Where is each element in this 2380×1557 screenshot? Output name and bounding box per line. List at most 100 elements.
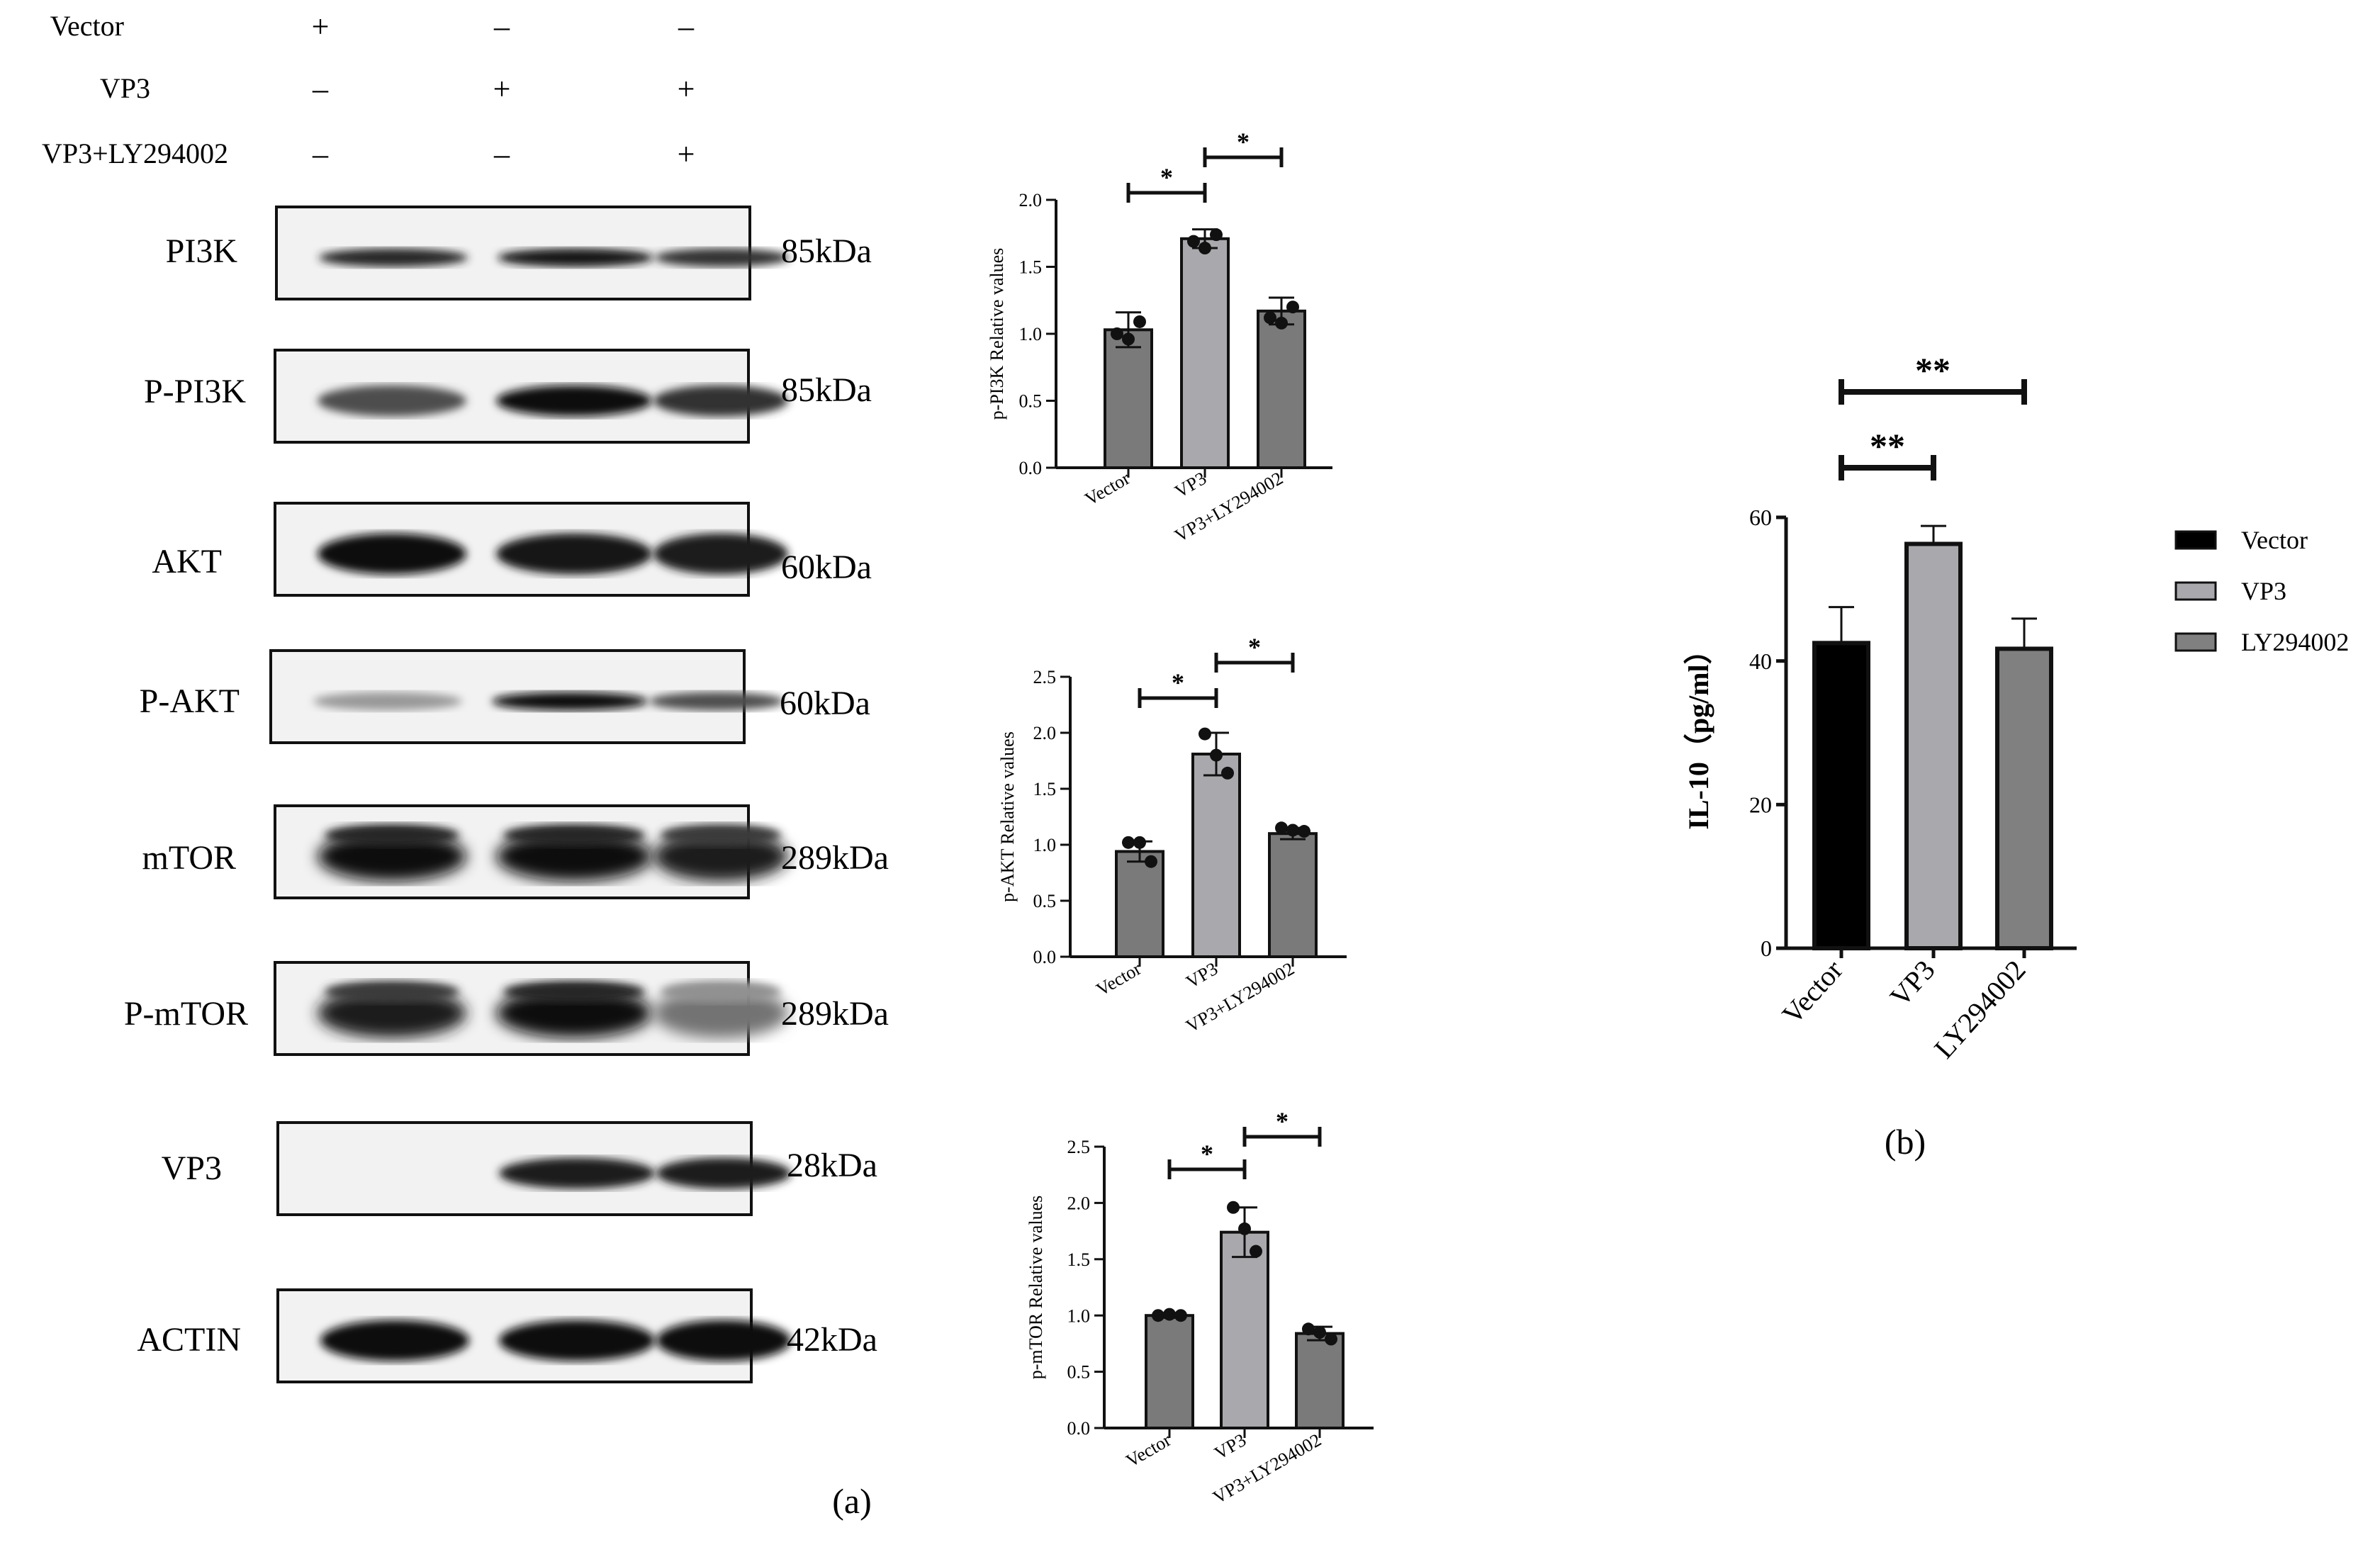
blot-band bbox=[661, 824, 781, 847]
y-tick-label: 1.5 bbox=[1067, 1249, 1091, 1270]
blot-band bbox=[649, 692, 784, 711]
y-axis-label: p-mTOR Relative values bbox=[1026, 1196, 1046, 1379]
data-point bbox=[1145, 855, 1157, 868]
blot-band bbox=[499, 1320, 655, 1361]
blot-bands bbox=[319, 248, 790, 267]
significance-label: * bbox=[1201, 1140, 1213, 1168]
data-point bbox=[1275, 821, 1288, 835]
y-tick-label: 1.5 bbox=[1033, 779, 1057, 799]
bar bbox=[1257, 309, 1306, 469]
blot-band bbox=[655, 248, 790, 267]
legend-swatch bbox=[2174, 530, 2217, 550]
blot-band bbox=[325, 980, 459, 1004]
treatment-sign: – bbox=[312, 137, 329, 172]
y-tick-label: 0.0 bbox=[1067, 1418, 1091, 1439]
blot-band bbox=[492, 692, 648, 711]
data-point bbox=[1286, 300, 1299, 314]
blot-bands bbox=[499, 1157, 791, 1189]
bar bbox=[1220, 1230, 1269, 1429]
y-tick-label: 0.0 bbox=[1019, 458, 1043, 478]
blot-label: PI3K bbox=[166, 232, 238, 270]
blot-bands bbox=[320, 1320, 791, 1361]
bar bbox=[1295, 1332, 1345, 1430]
data-point bbox=[1133, 836, 1146, 849]
data-point bbox=[1286, 824, 1299, 837]
significance-label: ** bbox=[1870, 426, 1905, 466]
blot-band bbox=[496, 533, 652, 575]
data-point bbox=[1302, 1322, 1315, 1336]
blot-row: VP3 28kDa bbox=[162, 1121, 877, 1216]
data-point bbox=[1187, 235, 1200, 248]
chart-p-mtor: 0.0 0.5 1.0 1.5 2.0 2.5 p-mTOR Relative values… bbox=[1026, 1107, 1374, 1508]
y-axis-label: p-PI3K Relative values bbox=[987, 248, 1007, 420]
blot-band bbox=[318, 385, 466, 417]
category-label: LY294002 bbox=[1928, 954, 2032, 1064]
treatment-sign: + bbox=[493, 72, 511, 106]
blot-label: P-mTOR bbox=[124, 995, 248, 1033]
treatment-sign: – bbox=[493, 9, 510, 44]
blot-kda: 28kDa bbox=[787, 1147, 877, 1184]
y-tick-label: 1.0 bbox=[1067, 1305, 1091, 1326]
chart-p-pi3k: 0.0 0.5 1.0 1.5 2.0 p-PI3K Relative values Vec… bbox=[987, 128, 1332, 546]
blot-band bbox=[653, 533, 788, 575]
blot-band bbox=[503, 824, 645, 847]
y-tick-label: 0.5 bbox=[1067, 1362, 1091, 1383]
blot-band bbox=[503, 980, 645, 1004]
bar bbox=[1115, 850, 1164, 958]
blot-band bbox=[496, 385, 652, 417]
data-point bbox=[1111, 327, 1123, 340]
y-tick-label: 0.0 bbox=[1033, 947, 1057, 967]
blot-row: PI3K 85kDa bbox=[166, 206, 872, 300]
treatment-label: VP3 bbox=[100, 72, 150, 104]
category-label: VP3 bbox=[1884, 954, 1941, 1013]
bar bbox=[1268, 832, 1318, 958]
significance-label: * bbox=[1248, 633, 1261, 661]
blot-row: P-mTOR 289kDa bbox=[124, 961, 889, 1056]
y-tick-label: 40 bbox=[1749, 648, 1772, 674]
y-tick-label: 2.5 bbox=[1033, 667, 1057, 687]
blot-row: mTOR 289kDa bbox=[142, 804, 889, 899]
western-blot-panel: PI3K 85kDa P-PI3K 85kDa AKT 60kDa P-AKT … bbox=[124, 206, 889, 1383]
data-point bbox=[1133, 315, 1146, 328]
data-point bbox=[1199, 242, 1211, 255]
data-point bbox=[1313, 1326, 1326, 1339]
bar bbox=[1145, 1314, 1194, 1429]
bar bbox=[1104, 328, 1153, 469]
legend-swatch bbox=[2174, 632, 2217, 652]
data-point bbox=[1210, 748, 1223, 762]
category-label: Vector bbox=[1082, 468, 1134, 510]
y-tick-label: 1.0 bbox=[1019, 324, 1043, 344]
blot-bands bbox=[318, 533, 788, 575]
legend-label: VP3 bbox=[2241, 577, 2286, 605]
bar bbox=[1180, 237, 1230, 469]
blot-bands bbox=[318, 385, 788, 417]
panel-label-a: (a) bbox=[832, 1481, 872, 1521]
treatment-sign: + bbox=[312, 9, 330, 44]
blot-band bbox=[325, 824, 459, 847]
bar bbox=[1812, 641, 1870, 950]
blot-band bbox=[656, 1320, 791, 1361]
treatment-header: Vector VP3 VP3+LY294002 + – – – + + – – … bbox=[42, 9, 695, 172]
blot-row: AKT 60kDa bbox=[152, 502, 872, 597]
significance-label: ** bbox=[1915, 350, 1950, 390]
blot-label: mTOR bbox=[142, 839, 236, 877]
y-tick-label: 0.5 bbox=[1033, 891, 1057, 911]
legend-label: LY294002 bbox=[2241, 628, 2349, 656]
blot-bands bbox=[318, 980, 788, 1038]
significance-label: * bbox=[1276, 1107, 1289, 1135]
treatment-sign: – bbox=[312, 72, 329, 106]
data-point bbox=[1227, 1201, 1240, 1214]
blot-label: ACTIN bbox=[137, 1321, 241, 1359]
y-tick-label: 20 bbox=[1749, 792, 1772, 818]
data-point bbox=[1221, 766, 1234, 780]
data-point bbox=[1264, 311, 1276, 325]
bar bbox=[1191, 753, 1241, 959]
blot-kda: 85kDa bbox=[781, 232, 872, 270]
data-point bbox=[1152, 1309, 1164, 1322]
blot-bands bbox=[313, 692, 784, 711]
blot-kda: 85kDa bbox=[781, 371, 872, 409]
category-label: Vector bbox=[1093, 958, 1145, 1000]
blot-band bbox=[499, 1157, 655, 1189]
